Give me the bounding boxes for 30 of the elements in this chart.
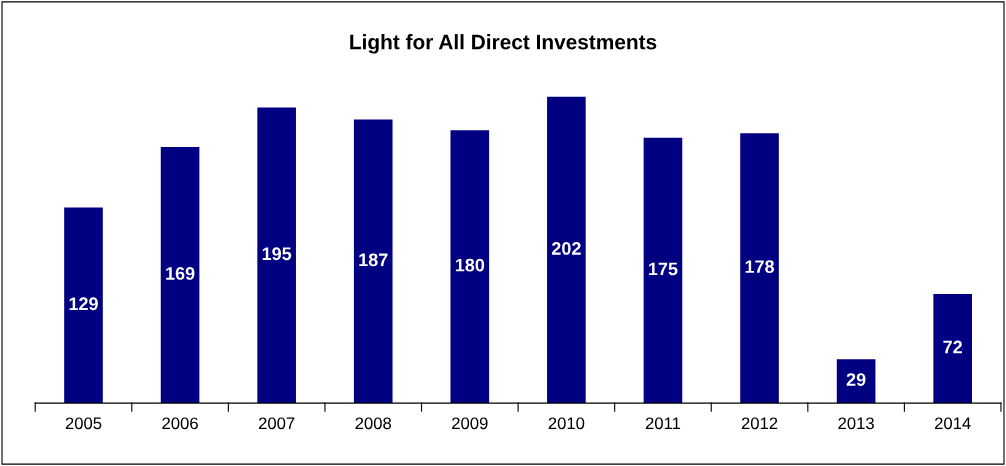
x-tick-label: 2014 — [934, 417, 971, 430]
x-tick-label: 2010 — [548, 417, 585, 430]
data-label: 175 — [649, 262, 678, 276]
data-label: 29 — [846, 373, 866, 386]
data-label: 178 — [745, 260, 775, 274]
bar — [353, 119, 393, 404]
x-tick-label: 2005 — [65, 417, 102, 430]
data-label: 195 — [262, 247, 292, 261]
data-label: 180 — [455, 258, 485, 272]
x-tick-label: 2012 — [741, 417, 778, 430]
bar — [740, 133, 779, 404]
x-tick-label: 2006 — [162, 417, 198, 430]
data-label: 72 — [943, 340, 962, 354]
chart-title: Light for All Direct Investments — [350, 34, 657, 54]
bar — [450, 130, 490, 404]
x-tick-label: 2009 — [452, 417, 488, 430]
bar — [547, 96, 586, 404]
data-label: 202 — [551, 242, 581, 255]
x-tick-label: 2013 — [838, 417, 874, 430]
x-tick-label: 2007 — [258, 417, 295, 430]
bar — [160, 146, 200, 404]
data-label: 129 — [69, 297, 98, 311]
bar — [643, 137, 683, 404]
bar — [257, 107, 296, 404]
bar — [933, 293, 972, 404]
bar — [64, 207, 103, 404]
data-label: 187 — [359, 253, 388, 267]
x-tick-label: 2008 — [355, 417, 392, 430]
data-label: 169 — [166, 267, 195, 280]
x-tick-label: 2011 — [645, 417, 681, 430]
